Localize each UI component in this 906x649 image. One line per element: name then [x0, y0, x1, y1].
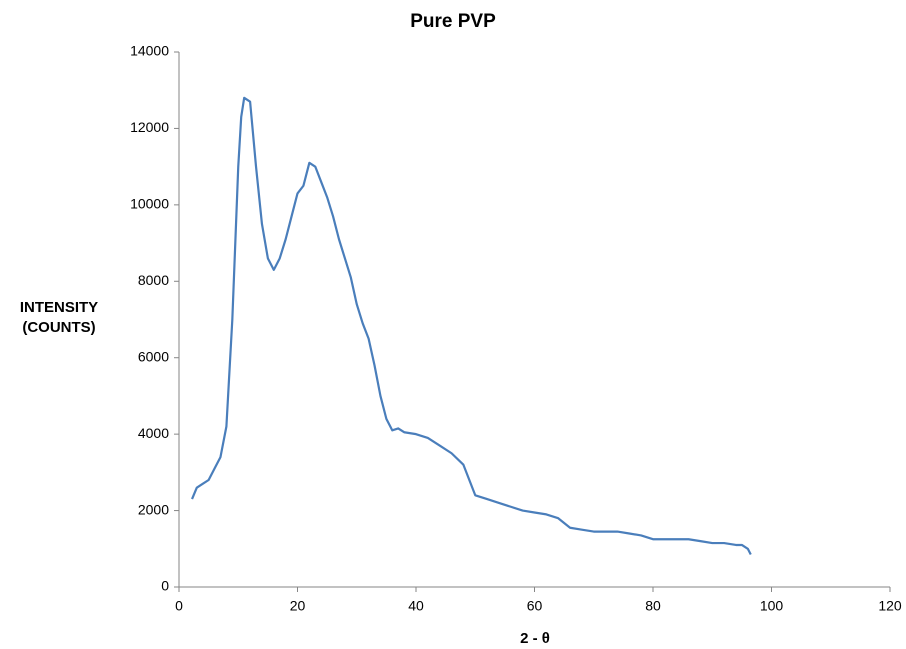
y-tick-label: 6000: [138, 348, 169, 364]
x-tick-label: 20: [290, 598, 306, 614]
y-tick-label: 4000: [138, 425, 169, 441]
x-axis-label: 2 - θ: [520, 630, 550, 647]
y-tick-label: 8000: [138, 272, 169, 288]
x-tick-label: 60: [527, 598, 543, 614]
y-tick-label: 14000: [130, 43, 169, 59]
x-tick-label: 0: [175, 598, 183, 614]
y-tick-label: 10000: [130, 196, 169, 212]
y-tick-label: 12000: [130, 119, 169, 135]
x-tick-label: 120: [878, 598, 902, 614]
data-line: [191, 96, 752, 556]
y-axis-label: INTENSITY (COUNTS): [19, 299, 99, 336]
chart-title: Pure PVP: [410, 11, 496, 32]
y-tick-label: 2000: [138, 501, 169, 517]
y-tick-label: 0: [161, 578, 169, 594]
x-tick-label: 100: [760, 598, 784, 614]
x-tick-label: 80: [645, 598, 661, 614]
x-tick-label: 40: [408, 598, 424, 614]
